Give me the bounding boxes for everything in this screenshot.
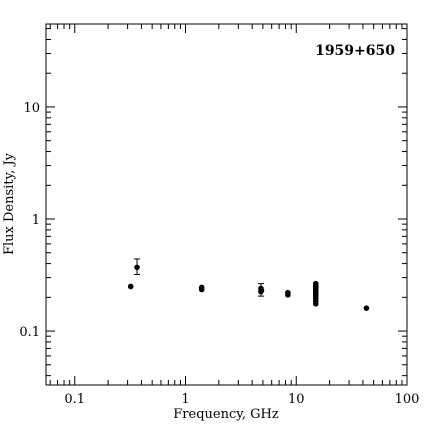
x-tick-label: 1 [181,392,189,407]
data-point [258,287,265,294]
y-tick-label: 1 [32,213,40,228]
x-axis-label: Frequency, GHz [173,407,279,422]
x-tick-label: 0.1 [64,392,85,407]
x-tick-label: 100 [395,392,420,407]
chart-title: 1959+650 [315,43,395,59]
y-axis-label: Flux Density, Jy [2,152,17,255]
y-tick-label: 0.1 [19,325,40,340]
data-point [134,264,140,271]
x-tick-label: 10 [288,392,305,407]
y-tick-label: 10 [23,101,40,116]
axis-ticks [46,24,408,385]
data-points [127,264,370,311]
data-point [198,284,205,291]
data-point [285,289,291,296]
data-point [127,283,134,290]
error-bars [134,258,264,297]
tick-labels: 0.1 1 10 100 0.1 1 10 [19,101,419,407]
plot-frame [45,23,408,386]
data-point [363,305,370,311]
data-point [312,280,319,287]
